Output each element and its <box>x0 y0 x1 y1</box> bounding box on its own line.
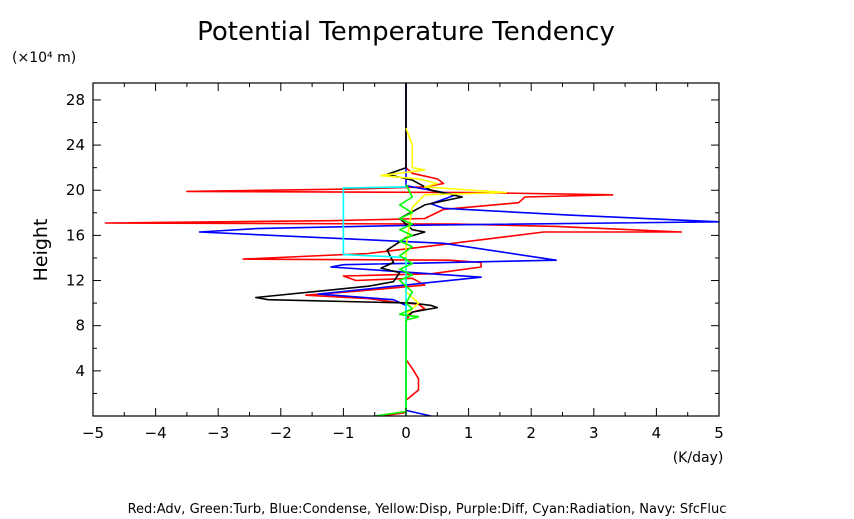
x-tick-label: −3 <box>207 424 229 442</box>
x-tick-label: 3 <box>589 424 599 442</box>
series-line-5 <box>374 184 420 417</box>
x-tick-label: 5 <box>714 424 724 442</box>
series-legend-footer: Red:Adv, Green:Turb, Blue:Condense, Yell… <box>128 502 727 517</box>
y-tick-label: 16 <box>66 226 85 244</box>
y-tick-label: 28 <box>66 91 85 109</box>
series-line-0 <box>104 83 683 417</box>
x-tick-label: −2 <box>270 424 292 442</box>
x-tick-label: 1 <box>464 424 474 442</box>
y-axis-unit: (×10⁴ m) <box>12 50 76 66</box>
x-tick-label: −5 <box>82 424 104 442</box>
series-line-2 <box>255 83 464 416</box>
y-tick-label: 20 <box>66 181 85 199</box>
series-line-4 <box>342 186 407 416</box>
y-tick-label: 4 <box>75 362 85 380</box>
x-tick-label: −4 <box>145 424 167 442</box>
series-line-3 <box>380 127 508 416</box>
y-tick-label: 12 <box>66 272 85 290</box>
x-tick-label: −1 <box>332 424 354 442</box>
x-tick-label: 2 <box>526 424 536 442</box>
x-tick-label: 0 <box>401 424 411 442</box>
x-tick-label: 4 <box>652 424 662 442</box>
x-axis-unit: (K/day) <box>673 450 724 466</box>
chart-title: Potential Temperature Tendency <box>197 17 615 47</box>
y-tick-label: 24 <box>66 136 85 154</box>
y-axis-label: Height <box>30 219 52 282</box>
y-tick-label: 8 <box>75 317 85 335</box>
series-line-1 <box>198 83 720 417</box>
